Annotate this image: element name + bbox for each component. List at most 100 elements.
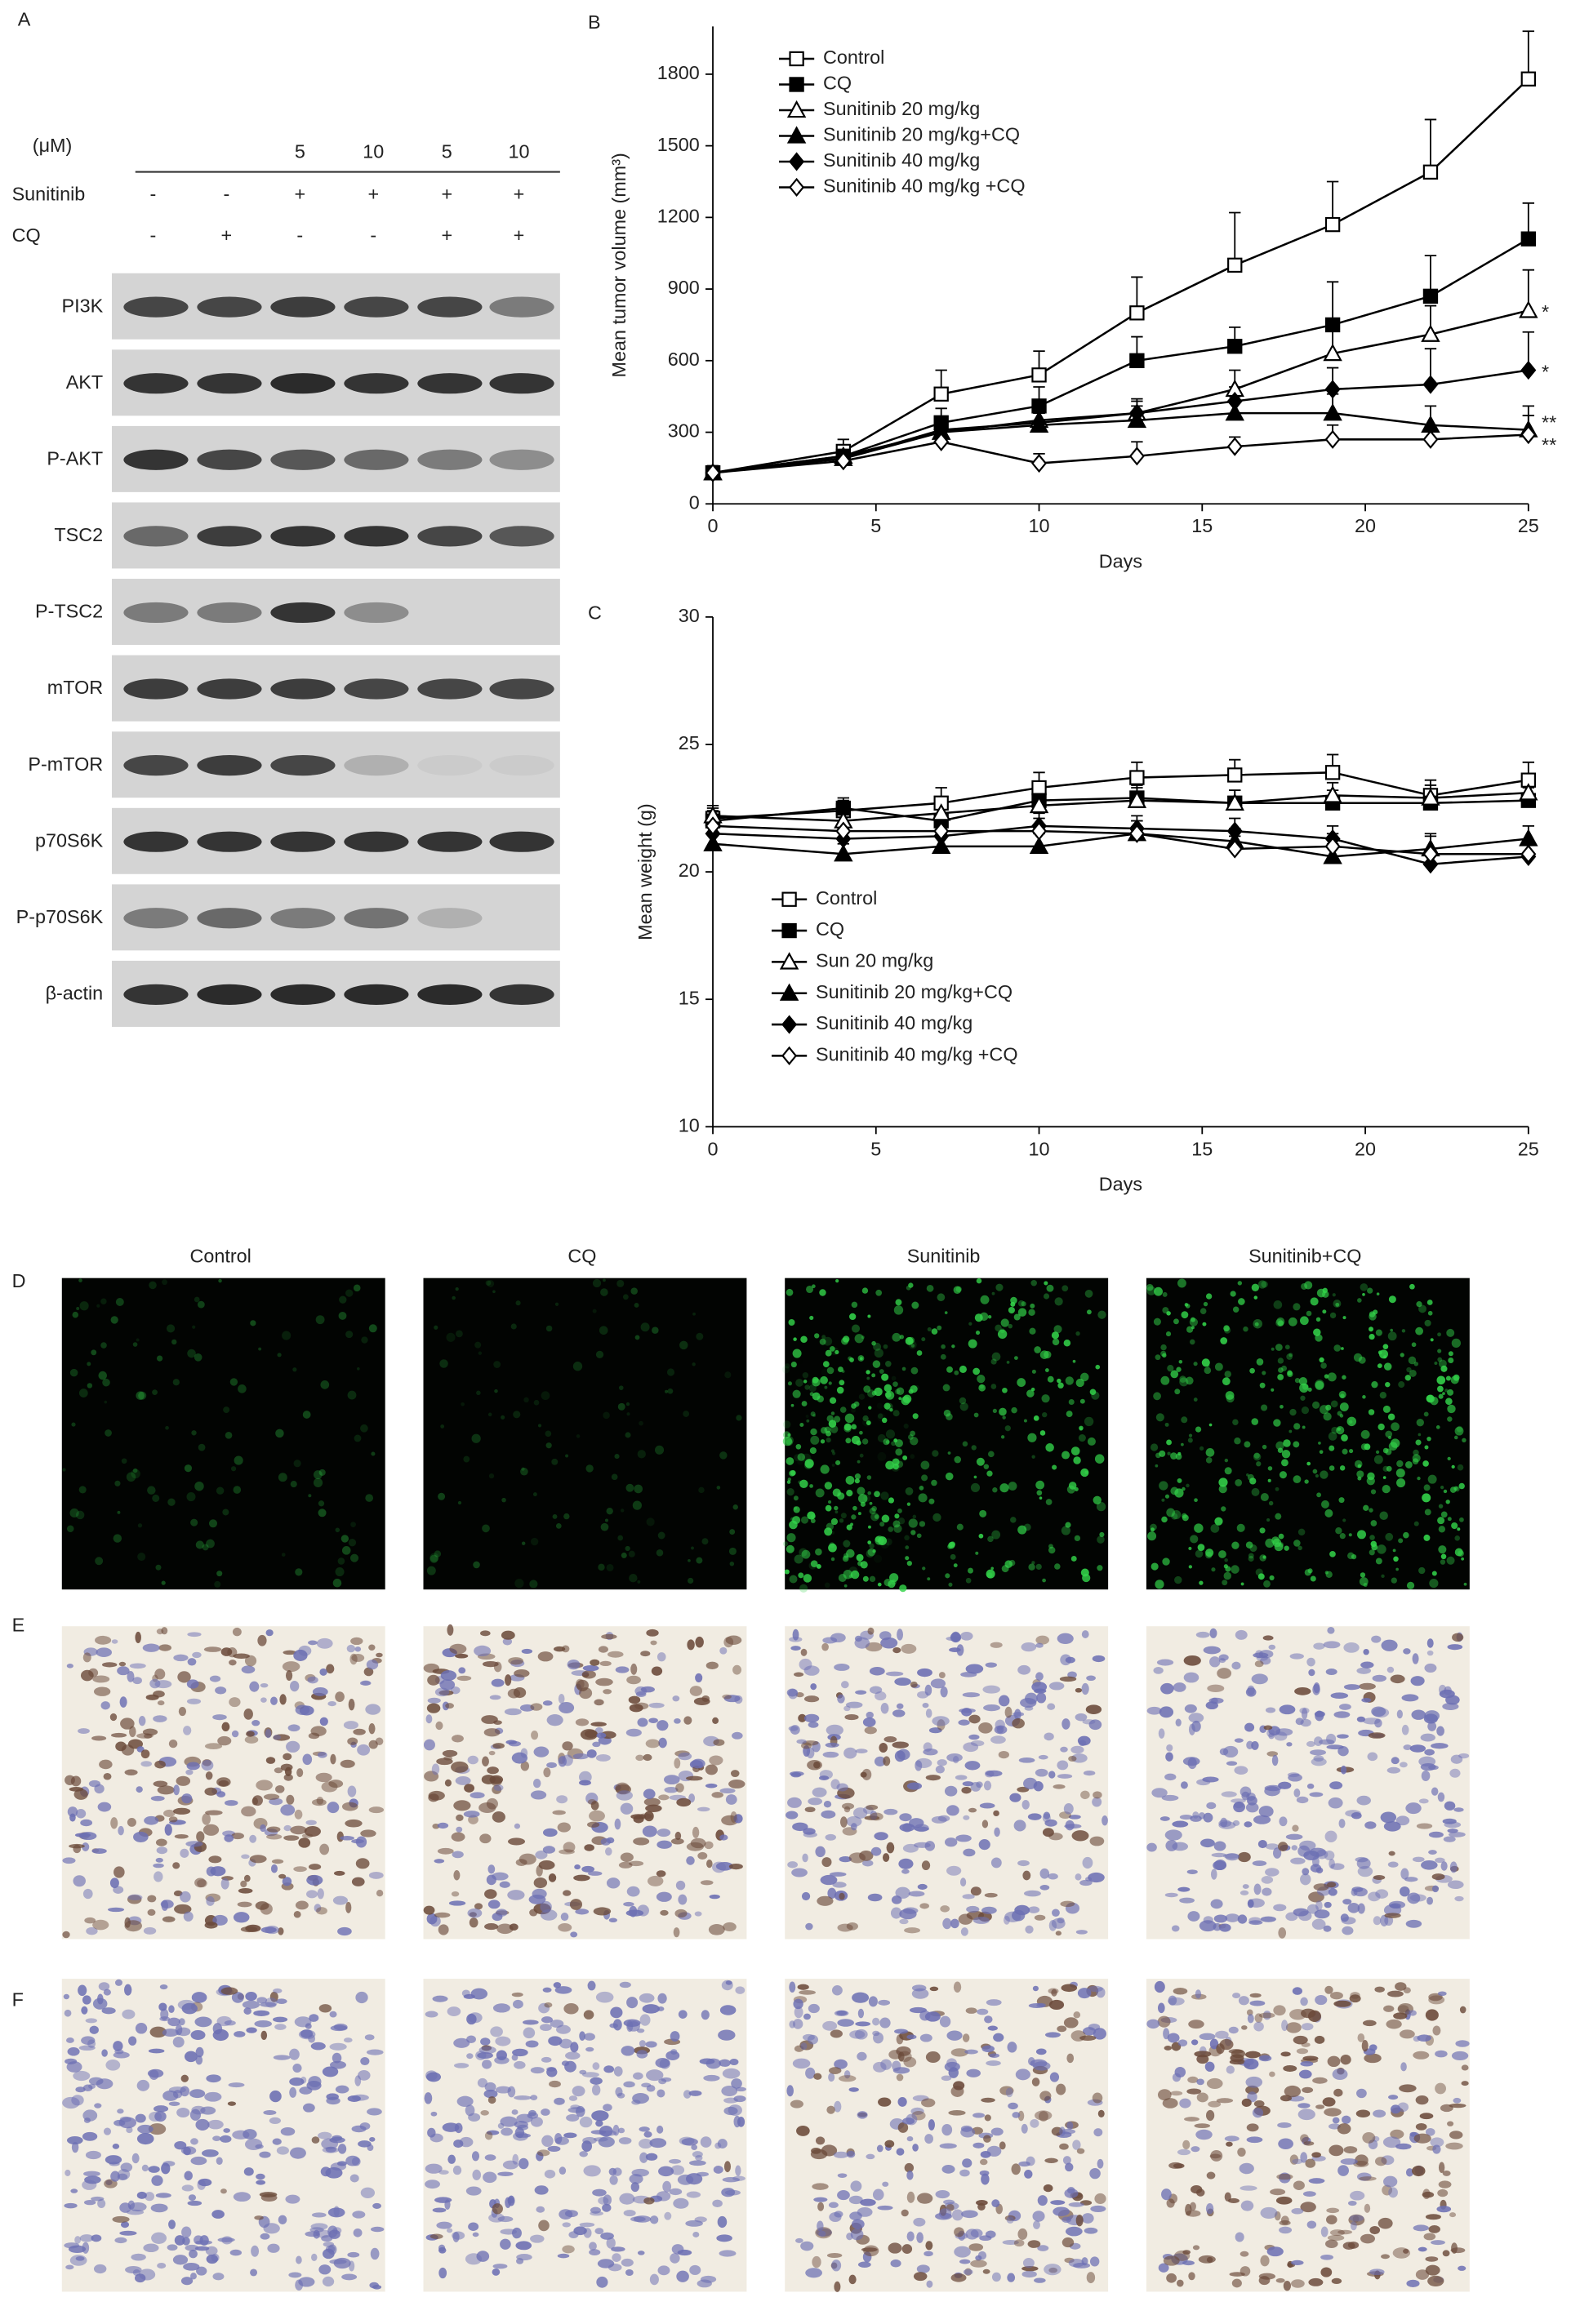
cell: [1073, 2262, 1091, 2268]
cell: [846, 1549, 855, 1558]
cell: [590, 1659, 600, 1666]
cell: [1377, 1423, 1385, 1431]
cell: [1286, 1353, 1293, 1360]
cell: [72, 1311, 79, 1318]
marker: [1031, 413, 1048, 433]
cell: [1308, 2277, 1324, 2286]
blot-band: [344, 678, 409, 700]
cell: [921, 1337, 926, 1342]
cell: [436, 2221, 452, 2229]
cell: [1035, 1635, 1050, 1645]
cell: [829, 1542, 835, 1549]
legend-label: Sunitinib 40 mg/kg +CQ: [823, 176, 1026, 197]
cell: [1368, 1732, 1386, 1739]
cell: [1081, 1682, 1089, 1695]
cell: [563, 1842, 576, 1853]
cell: [794, 2045, 804, 2052]
legend-marker: [781, 1046, 798, 1065]
cell: [579, 2222, 595, 2228]
cell: [592, 1278, 602, 1288]
cell: [859, 1430, 863, 1435]
cell: [1255, 1650, 1263, 1659]
cell: [1292, 2158, 1303, 2165]
cell: [789, 1981, 796, 1993]
treatment-sign: -: [149, 224, 156, 246]
cell: [725, 1794, 737, 1805]
cell: [427, 1674, 440, 1686]
cell: [1396, 1460, 1404, 1468]
cell: [805, 1922, 813, 1931]
marker: [1029, 836, 1049, 855]
cell: [792, 1389, 801, 1398]
cell: [1251, 1487, 1260, 1496]
cell: [639, 2152, 648, 2163]
cell: [1248, 1917, 1262, 1924]
cell: [1430, 1338, 1434, 1342]
cell: [1214, 1517, 1223, 1526]
cell: [352, 2211, 366, 2219]
cell: [1091, 1391, 1100, 1400]
cell: [1351, 1888, 1358, 1896]
cell: [951, 2209, 964, 2221]
cell: [975, 1330, 981, 1335]
cell: [1340, 2158, 1358, 2165]
treatment-sign: +: [441, 184, 452, 205]
cell: [582, 2136, 597, 2144]
blot-band: [270, 373, 336, 394]
cell: [75, 2086, 86, 2093]
cell: [1057, 1382, 1064, 1389]
cell: [1436, 1726, 1444, 1736]
cell: [656, 1870, 666, 1877]
cell: [300, 2076, 307, 2084]
cell: [1258, 2055, 1272, 2062]
cell: [1387, 1413, 1395, 1421]
cell: [487, 1900, 501, 1909]
cell: [565, 2051, 581, 2060]
cell: [1008, 1306, 1015, 1314]
cell: [1061, 1451, 1070, 1460]
cell: [1266, 1517, 1271, 1522]
cell: [1077, 1988, 1092, 1999]
blot-band: [123, 908, 189, 929]
cell: [1164, 2046, 1173, 2051]
cell: [424, 1771, 439, 1782]
cell: [670, 2253, 680, 2264]
cell: [640, 1322, 650, 1332]
cell: [661, 2077, 672, 2082]
cell: [688, 2160, 706, 2166]
cell: [1438, 1526, 1446, 1533]
cell: [851, 1407, 856, 1413]
cell: [592, 2062, 600, 2070]
cell: [1073, 2011, 1081, 2019]
cell: [1195, 2129, 1213, 2140]
cell: [1268, 1500, 1274, 1506]
cell: [308, 1494, 312, 1498]
cell: [1245, 2076, 1263, 2088]
cell: [733, 1814, 743, 1824]
cell: [665, 1389, 669, 1393]
cell: [1448, 1832, 1466, 1837]
cell: [940, 1353, 946, 1360]
cell: [1315, 1867, 1324, 1873]
cell: [906, 1502, 911, 1506]
cell: [298, 1837, 311, 1848]
cell: [819, 1289, 826, 1296]
cell: [332, 1578, 342, 1588]
treatment-sign: +: [441, 224, 452, 246]
cell: [578, 1771, 592, 1784]
cell: [908, 1891, 925, 1897]
cell: [260, 1903, 273, 1915]
marker: [1421, 788, 1440, 806]
cell: [896, 2073, 904, 2082]
cell: [530, 1537, 539, 1546]
cell: [481, 1775, 496, 1784]
cell: [1227, 2197, 1240, 2203]
cell: [178, 2018, 185, 2026]
cell: [1425, 2214, 1441, 2220]
cell: [322, 2066, 339, 2077]
cell: [924, 1684, 932, 1696]
cell: [1406, 2279, 1420, 2287]
cell: [1173, 1682, 1186, 1692]
cell: [349, 1553, 359, 1562]
